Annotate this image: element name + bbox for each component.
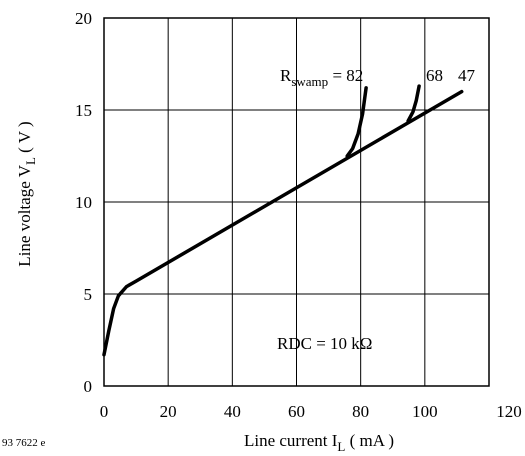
x-tick-label: 60	[288, 402, 305, 421]
chart-labels: Rswamp = 82 68 47 RDC = 10 kΩ Line current I…	[2, 66, 476, 454]
y-tick-label: 0	[84, 377, 93, 396]
y-tick-label: 15	[75, 101, 92, 120]
rswamp-label: Rswamp = 82	[280, 66, 363, 89]
x-tick-label: 80	[352, 402, 369, 421]
curve-label-47: 47	[458, 66, 476, 85]
x-tick-label: 120	[496, 402, 522, 421]
x-tick-label: 40	[224, 402, 241, 421]
x-tick-label: 20	[160, 402, 177, 421]
x-axis-label-subscript: L	[337, 439, 345, 454]
y-tick-label: 10	[75, 193, 92, 212]
curve-label-68: 68	[426, 66, 443, 85]
rswamp-value: = 82	[328, 66, 363, 85]
x-axis-label: Line current IL ( mA )	[244, 431, 394, 454]
rdc-annotation: RDC = 10 kΩ	[277, 334, 372, 353]
x-tick-label: 100	[412, 402, 438, 421]
grid	[104, 18, 489, 386]
y-axis-label: Line voltage VL ( V )	[15, 121, 38, 266]
x-tick-label: 0	[100, 402, 109, 421]
rswamp-subscript: swamp	[291, 74, 328, 89]
curve-82	[345, 86, 368, 158]
y-tick-label: 5	[84, 285, 93, 304]
curve-68	[406, 84, 421, 123]
curve-47	[102, 89, 464, 357]
x-axis-label-unit: ( mA )	[345, 431, 394, 450]
tick-labels: 0 20 40 60 80 100 120 0 5 10 15 20	[75, 9, 522, 421]
y-tick-label: 20	[75, 9, 92, 28]
y-axis-label-unit: ( V )	[15, 121, 34, 157]
y-axis-label-subscript: L	[23, 157, 38, 165]
figure-id: 93 7622 e	[2, 437, 46, 449]
curves	[102, 84, 464, 357]
plot-frame	[103, 17, 490, 387]
